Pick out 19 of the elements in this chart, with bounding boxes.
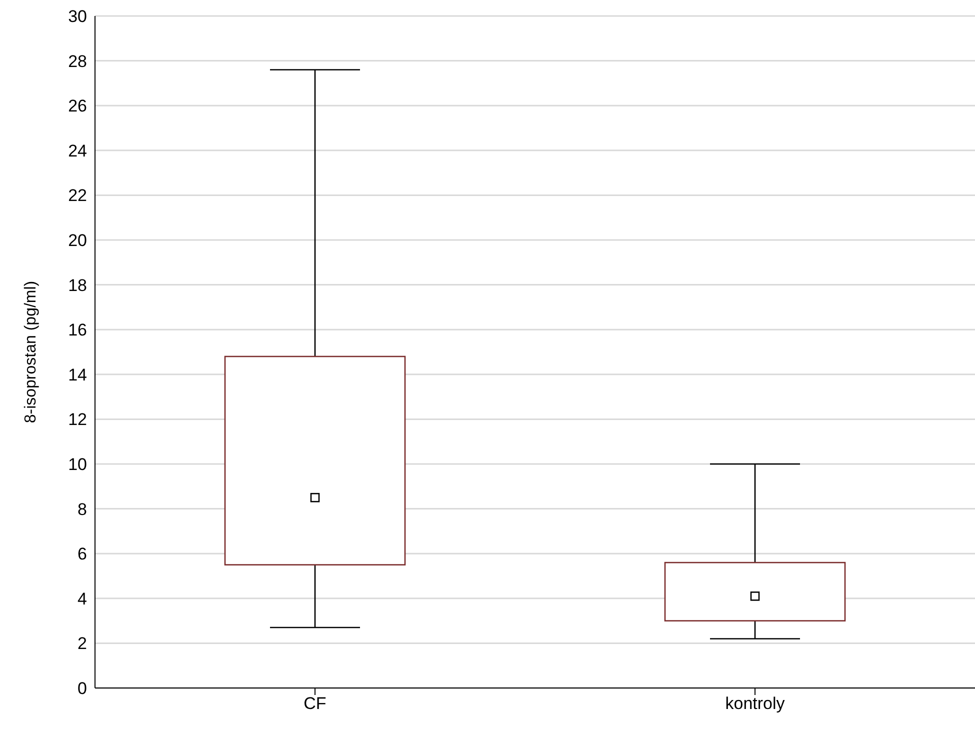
y-tick-label: 2: [78, 634, 87, 654]
y-tick-label: 22: [68, 186, 87, 206]
y-tick-label: 18: [68, 276, 87, 295]
x-tick-label: CF: [304, 694, 326, 714]
x-tick-label: kontroly: [725, 694, 786, 714]
y-tick-label: 10: [68, 455, 87, 474]
y-tick-label: 14: [68, 365, 87, 384]
y-tick-label: 26: [68, 96, 87, 116]
y-tick-label: 0: [78, 679, 87, 698]
y-tick-label: 4: [78, 589, 87, 608]
y-tick-label: 20: [68, 231, 87, 250]
y-tick-label: 6: [78, 544, 87, 564]
y-tick-label: 12: [68, 410, 87, 430]
y-tick-label: 8: [78, 500, 87, 519]
y-tick-label: 28: [68, 52, 87, 71]
y-tick-label: 30: [68, 7, 87, 26]
y-tick-label: 24: [68, 141, 87, 160]
y-tick-label: 16: [68, 320, 87, 340]
y-axis-title: 8-isoprostan (pg/ml): [22, 280, 40, 424]
